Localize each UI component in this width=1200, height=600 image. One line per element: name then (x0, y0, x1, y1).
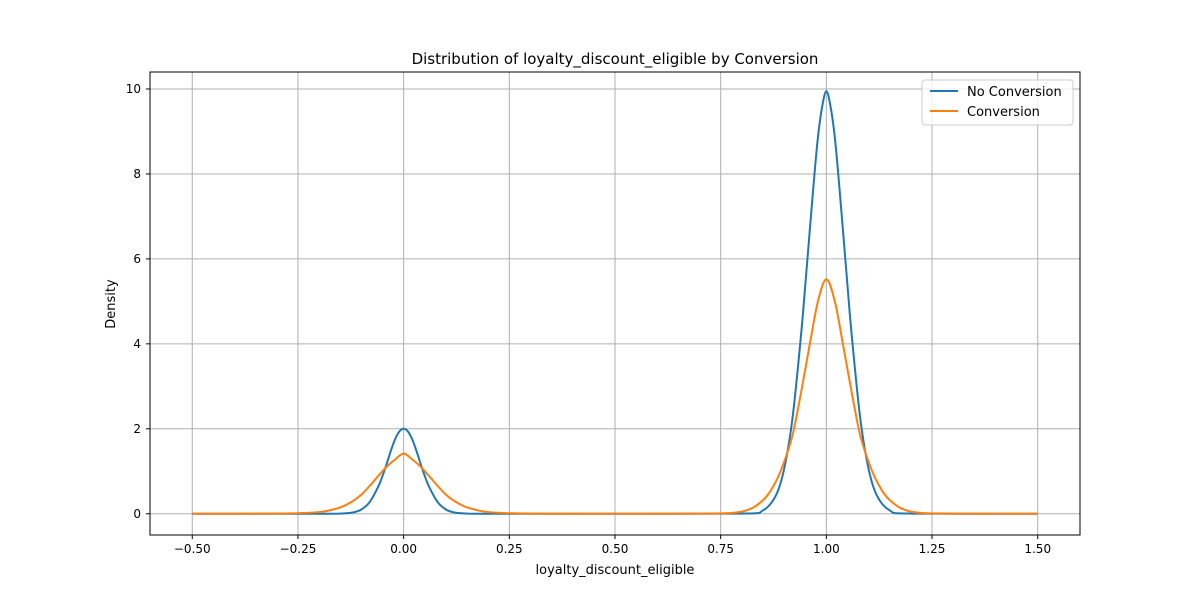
y-tick-label: 8 (133, 167, 141, 181)
y-tick-label: 6 (133, 252, 141, 266)
x-tick-label: 0.50 (602, 542, 629, 556)
series-line-conversion (192, 278, 1038, 515)
series-layer (192, 90, 1038, 515)
legend: No Conversion Conversion (921, 79, 1074, 126)
x-tick-label: −0.50 (174, 542, 211, 556)
y-tick-label: 2 (133, 422, 141, 436)
x-tick-label: −0.25 (280, 542, 317, 556)
chart-title: Distribution of loyalty_discount_eligibl… (412, 50, 819, 69)
tick-layer: −0.50 −0.25 0.00 0.25 0.50 0.75 1.00 1.25 1.50 0 2… (126, 82, 1051, 556)
y-tick-label: 10 (126, 82, 141, 96)
x-tick-label: 0.25 (496, 542, 523, 556)
legend-label-conversion: Conversion (967, 105, 1040, 120)
x-tick-label: 1.50 (1024, 542, 1051, 556)
y-tick-label: 0 (133, 507, 141, 521)
x-tick-label: 1.00 (813, 542, 840, 556)
y-tick-label: 4 (133, 337, 141, 351)
x-tick-label: 0.00 (390, 542, 417, 556)
x-tick-label: 1.25 (919, 542, 946, 556)
legend-box (921, 79, 1074, 126)
x-tick-label: 0.75 (707, 542, 734, 556)
legend-label-no-conversion: No Conversion (967, 85, 1062, 100)
x-axis-label: loyalty_discount_eligible (536, 563, 695, 578)
y-axis-label: Density (104, 279, 119, 329)
